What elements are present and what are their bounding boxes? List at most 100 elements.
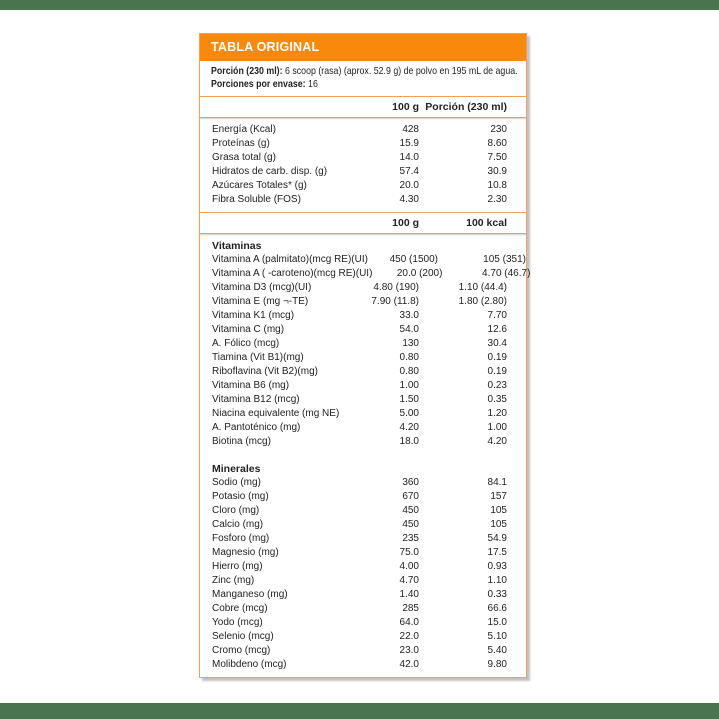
row-value-col2: 15.0 <box>487 617 507 628</box>
row-label: Vitamina D3 (mcg)(UI) <box>212 282 312 293</box>
row-value-100g: 235 <box>402 533 419 544</box>
table-row: Calcio (mg) 450 105 <box>212 518 507 532</box>
row-label: Tiamina (Vit B1)(mg) <box>212 352 304 363</box>
row-label: Fibra Soluble (FOS) <box>212 194 301 205</box>
row-label: A. Pantoténico (mg) <box>212 422 301 433</box>
row-value-col2: 84.1 <box>487 477 507 488</box>
row-value-100g: 4.00 <box>399 561 419 572</box>
row-label: Cobre (mcg) <box>212 603 268 614</box>
table-row: Riboflavina (Vit B2)(mg) 0.80 0.19 <box>212 365 507 379</box>
servings-per-container-line: Porciones por envase: 16 <box>211 78 471 91</box>
row-value-col2: 17.5 <box>487 547 507 558</box>
nutrition-facts-table: TABLA ORIGINAL Porción (230 ml): 6 scoop… <box>199 33 530 678</box>
row-label: Fosforo (mg) <box>212 533 270 544</box>
row-value-col2: 0.19 <box>487 352 507 363</box>
table-row: Vitamina E (mg ¬-TE) 7.90 (11.8) 1.80 (2.8… <box>212 295 507 309</box>
row-value-col2: 5.10 <box>487 631 507 642</box>
row-value-100g: 4.70 <box>399 575 419 586</box>
table-row: Yodo (mcg) 64.0 15.0 <box>212 616 507 630</box>
micronutrients-section: Vitaminas Vitamina A (palmitato)(mcg RE)… <box>200 234 530 677</box>
row-value-col2: 1.00 <box>487 422 507 433</box>
row-label: Manganeso (mg) <box>212 589 288 600</box>
row-value-col2: 0.93 <box>487 561 507 572</box>
row-label: Vitamina B6 (mg) <box>212 380 290 391</box>
column-header-row-micro: . 100 g 100 kcal <box>200 213 526 233</box>
row-value-col2: 9.80 <box>487 659 507 670</box>
table-row: Vitamina K1 (mcg) 33.0 7.70 <box>212 309 507 323</box>
row-value-100g: 75.0 <box>399 547 419 558</box>
divider <box>200 117 526 118</box>
top-green-bar <box>0 0 719 10</box>
row-value-100g: 285 <box>402 603 419 614</box>
row-value-col2: 10.8 <box>487 180 507 191</box>
row-label: Vitamina K1 (mcg) <box>212 310 295 321</box>
row-value-100g: 428 <box>402 124 419 135</box>
row-value-col2: 105 <box>490 505 507 516</box>
minerals-rows: Sodio (mg) 360 84.1 Potasio (mg) 670 157 Cloro… <box>212 476 507 672</box>
row-value-100g: 4.80 (190) <box>373 282 419 293</box>
row-value-col2: 0.23 <box>487 380 507 391</box>
row-value-col2: 30.4 <box>487 338 507 349</box>
row-label: Azúcares Totales* (g) <box>212 180 307 191</box>
row-value-100g: 1.50 <box>399 394 419 405</box>
row-value-100g: 7.90 (11.8) <box>371 296 419 307</box>
row-value-100g: 5.00 <box>399 408 419 419</box>
row-label: Hidratos de carb. disp. (g) <box>212 166 328 177</box>
row-value-100g: 0.80 <box>399 366 419 377</box>
column-header-row-macro: . 100 g Porción (230 ml) <box>200 97 526 117</box>
servings-per-container-value: 16 <box>305 78 318 90</box>
row-value-col2: 5.40 <box>487 645 507 656</box>
row-value-col2: 0.35 <box>487 394 507 405</box>
divider <box>200 233 526 234</box>
table-row: A. Fólico (mcg) 130 30.4 <box>212 337 507 351</box>
serving-size-text: 6 scoop (rasa) (aprox. 52.9 g) de polvo … <box>282 65 518 77</box>
row-value-col2: 8.60 <box>487 138 507 149</box>
row-value-100g: 1.00 <box>399 380 419 391</box>
table-row: Sodio (mg) 360 84.1 <box>212 476 507 490</box>
divider <box>200 212 526 213</box>
table-row: Magnesio (mg) 75.0 17.5 <box>212 546 507 560</box>
row-value-100g: 42.0 <box>399 659 419 670</box>
table-row: Energía (Kcal) 428 230 <box>212 123 507 137</box>
row-value-100g: 57.4 <box>399 166 419 177</box>
table-row: Grasa total (g) 14.0 7.50 <box>212 151 507 165</box>
table-row: Selenio (mcg) 22.0 5.10 <box>212 630 507 644</box>
row-value-100g: 15.9 <box>399 138 419 149</box>
row-value-100g: 22.0 <box>399 631 419 642</box>
table-row: Vitamina B6 (mg) 1.00 0.23 <box>212 379 507 393</box>
table-row: Azúcares Totales* (g) 20.0 10.8 <box>212 179 507 193</box>
row-value-col2: 157 <box>490 491 507 502</box>
row-label: Vitamina C (mg) <box>212 324 285 335</box>
row-value-col2: 1.10 <box>487 575 507 586</box>
row-value-100g: 18.0 <box>399 436 419 447</box>
divider <box>200 96 526 97</box>
row-value-col2: 2.30 <box>487 194 507 205</box>
row-value-100g: 670 <box>402 491 419 502</box>
table-row: Hierro (mg) 4.00 0.93 <box>212 560 507 574</box>
serving-size-line: Porción (230 ml): 6 scoop (rasa) (aprox.… <box>211 65 518 78</box>
row-label: Biotina (mcg) <box>212 436 271 447</box>
table-row: Cobre (mcg) 285 66.6 <box>212 602 507 616</box>
row-value-100g: 20.0 (200) <box>396 268 443 279</box>
row-label: Yodo (mcg) <box>212 617 263 628</box>
row-label: Proteínas (g) <box>212 138 270 149</box>
row-value-col2: 12.6 <box>487 324 507 335</box>
row-value-100g: 450 (1500) <box>389 254 438 265</box>
row-value-col2: 7.70 <box>487 310 507 321</box>
table-row: Hidratos de carb. disp. (g) 57.4 30.9 <box>212 165 507 179</box>
row-label: Vitamina A ( -caroteno)(mcg RE)(UI) <box>212 268 373 279</box>
column-header-portion: Porción (230 ml) <box>425 101 507 113</box>
row-value-100g: 130 <box>402 338 419 349</box>
table-row: Cromo (mcg) 23.0 5.40 <box>212 644 507 658</box>
minerals-section-title: Minerales <box>212 463 261 475</box>
table-row: Biotina (mcg) 18.0 4.20 <box>212 435 507 449</box>
table-row: Vitamina A (palmitato)(mcg RE)(UI) 450 (1… <box>212 253 526 267</box>
row-label: Potasio (mg) <box>212 491 269 502</box>
row-label: Vitamina E (mg ¬-TE) <box>212 296 309 307</box>
row-value-col2: 7.50 <box>487 152 507 163</box>
table-row: Zinc (mg) 4.70 1.10 <box>212 574 507 588</box>
servings-per-container-label: Porciones por envase: <box>211 78 306 90</box>
row-label: Riboflavina (Vit B2)(mg) <box>212 366 318 377</box>
table-row: Proteínas (g) 15.9 8.60 <box>212 137 507 151</box>
row-value-col2: 105 <box>490 519 507 530</box>
